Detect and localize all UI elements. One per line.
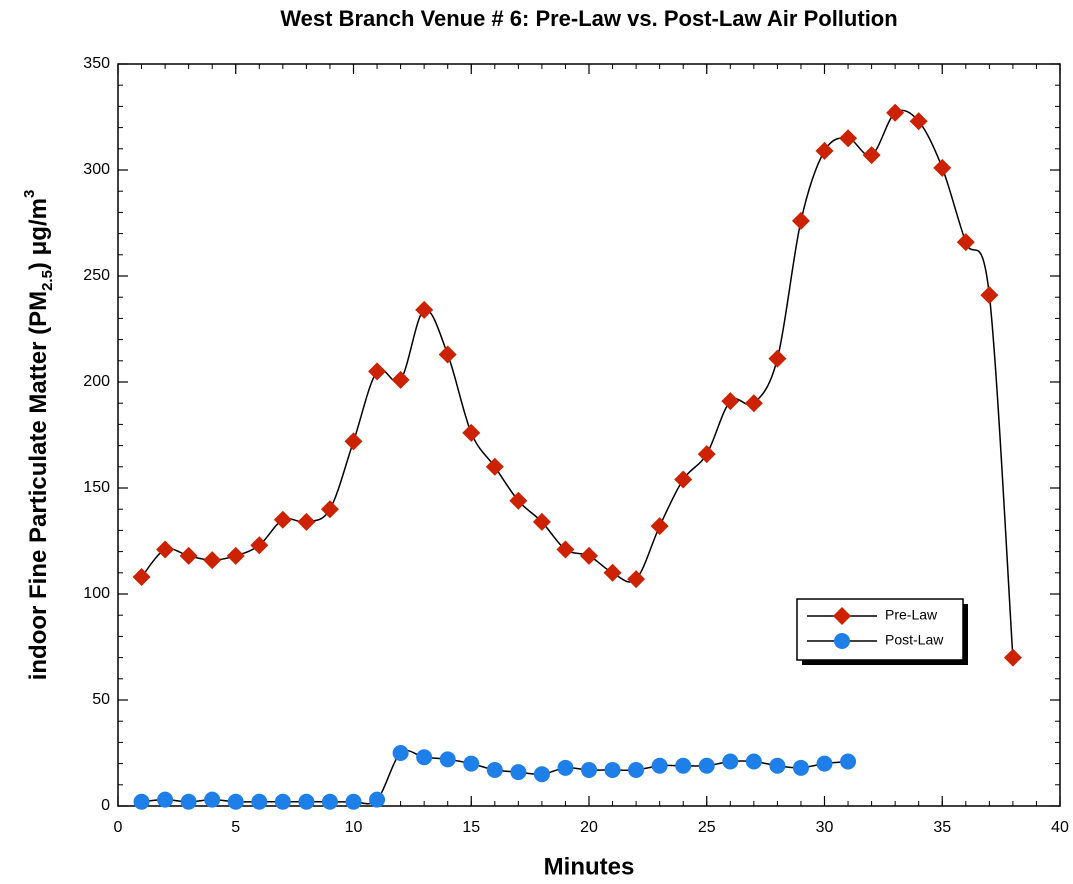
x-tick-label: 40 bbox=[1051, 819, 1069, 836]
marker bbox=[462, 423, 481, 442]
marker bbox=[721, 392, 740, 411]
marker bbox=[1003, 648, 1022, 667]
marker bbox=[840, 753, 857, 770]
marker bbox=[273, 510, 292, 529]
legend bbox=[796, 598, 964, 661]
legend-label: Pre-Law bbox=[885, 607, 938, 623]
marker bbox=[933, 158, 952, 177]
series-line bbox=[140, 109, 1014, 658]
marker bbox=[345, 793, 362, 810]
marker bbox=[956, 233, 975, 252]
marker bbox=[368, 362, 387, 381]
marker bbox=[344, 432, 363, 451]
legend-label: Post-Law bbox=[885, 632, 944, 648]
marker bbox=[321, 793, 338, 810]
marker bbox=[580, 546, 598, 565]
marker bbox=[815, 141, 834, 160]
marker bbox=[581, 761, 597, 778]
marker bbox=[298, 793, 315, 810]
marker bbox=[391, 370, 410, 389]
marker bbox=[438, 345, 457, 364]
x-tick-label: 5 bbox=[231, 819, 240, 836]
marker bbox=[392, 745, 409, 761]
y-tick-label: 350 bbox=[83, 55, 110, 72]
marker bbox=[627, 570, 646, 589]
marker bbox=[698, 757, 715, 774]
marker bbox=[250, 536, 269, 555]
marker bbox=[180, 793, 197, 810]
marker bbox=[697, 445, 716, 464]
x-tick-label: 30 bbox=[816, 819, 834, 836]
marker bbox=[792, 759, 809, 776]
marker bbox=[674, 470, 693, 489]
y-axis-label: indoor Fine Particulate Matter (PM2.5) μ… bbox=[21, 190, 56, 681]
marker bbox=[722, 753, 739, 770]
marker bbox=[769, 757, 786, 774]
marker bbox=[533, 766, 550, 783]
marker bbox=[745, 753, 762, 770]
marker bbox=[604, 761, 621, 778]
marker bbox=[179, 546, 198, 565]
y-tick-label: 50 bbox=[92, 691, 110, 708]
marker bbox=[603, 563, 622, 582]
marker bbox=[909, 112, 928, 131]
marker bbox=[156, 540, 175, 559]
marker bbox=[204, 791, 221, 808]
plot-frame bbox=[117, 63, 1061, 807]
marker bbox=[133, 793, 150, 810]
marker bbox=[862, 146, 881, 165]
y-tick-label: 200 bbox=[83, 373, 110, 390]
marker bbox=[297, 512, 316, 531]
marker bbox=[226, 546, 245, 565]
marker bbox=[203, 551, 222, 570]
y-tick-label: 100 bbox=[83, 585, 110, 602]
marker bbox=[833, 607, 851, 625]
marker bbox=[486, 761, 503, 778]
marker bbox=[839, 129, 858, 148]
y-tick-label: 0 bbox=[101, 797, 110, 814]
marker bbox=[557, 759, 574, 776]
marker bbox=[791, 211, 810, 230]
marker bbox=[369, 791, 386, 808]
marker bbox=[816, 755, 833, 772]
marker bbox=[416, 749, 433, 766]
marker bbox=[227, 793, 244, 810]
x-tick-label: 15 bbox=[462, 819, 480, 836]
marker bbox=[485, 457, 504, 476]
marker bbox=[251, 793, 268, 810]
marker bbox=[675, 757, 692, 774]
marker bbox=[509, 491, 528, 510]
marker bbox=[768, 349, 787, 368]
marker bbox=[439, 751, 456, 768]
x-tick-label: 35 bbox=[933, 819, 951, 836]
marker bbox=[274, 793, 291, 810]
marker bbox=[628, 761, 645, 778]
marker bbox=[834, 633, 850, 649]
y-tick-label: 150 bbox=[83, 479, 110, 496]
x-tick-label: 25 bbox=[698, 819, 716, 836]
marker bbox=[320, 500, 339, 519]
marker bbox=[556, 540, 575, 559]
marker bbox=[157, 791, 174, 808]
y-tick-label: 300 bbox=[83, 161, 110, 178]
marker bbox=[132, 568, 151, 587]
chart-title: West Branch Venue # 6: Pre-Law vs. Post-… bbox=[280, 6, 897, 31]
marker bbox=[650, 517, 669, 536]
x-tick-label: 20 bbox=[580, 819, 598, 836]
x-axis-label: Minutes bbox=[544, 853, 635, 880]
marker bbox=[886, 103, 905, 122]
marker bbox=[532, 512, 551, 531]
marker bbox=[744, 394, 763, 413]
x-tick-label: 0 bbox=[114, 819, 123, 836]
marker bbox=[510, 764, 527, 781]
x-tick-label: 10 bbox=[345, 819, 363, 836]
marker bbox=[651, 757, 668, 774]
marker bbox=[980, 286, 999, 305]
marker bbox=[463, 755, 480, 772]
y-tick-label: 250 bbox=[83, 267, 110, 284]
marker bbox=[415, 300, 434, 319]
